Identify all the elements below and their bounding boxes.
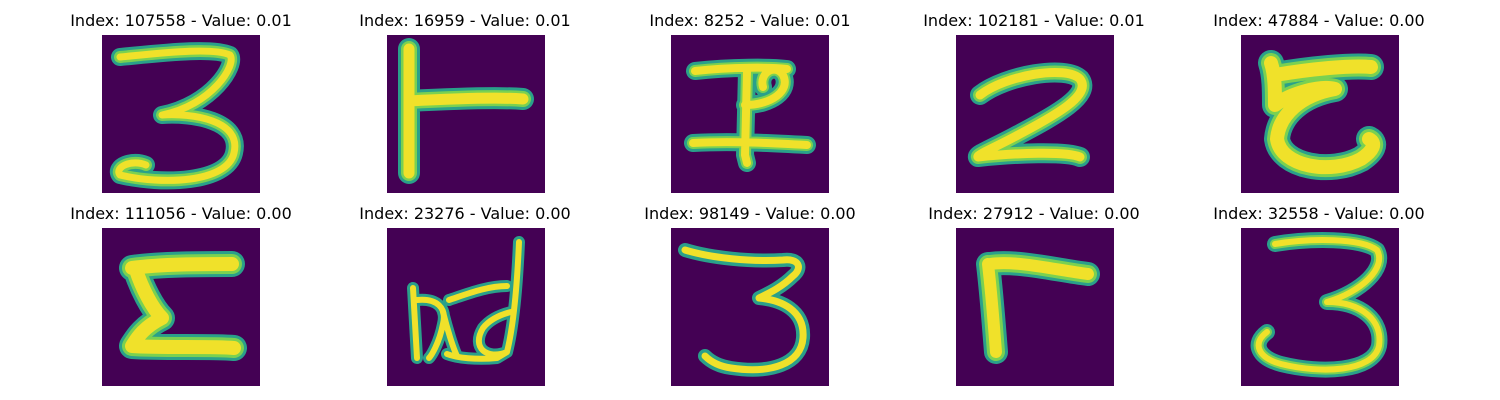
panel-title-5: Index: 47884 - Value: 0.00 — [1169, 11, 1469, 31]
panel-image-5 — [1241, 35, 1399, 193]
panel-image-2 — [387, 35, 545, 193]
panel-image-1 — [102, 35, 260, 193]
panel-image-3 — [671, 35, 829, 193]
panel-title-6: Index: 111056 - Value: 0.00 — [31, 204, 331, 224]
panel-image-4 — [956, 35, 1114, 193]
panel-image-7 — [387, 228, 545, 386]
panel-title-2: Index: 16959 - Value: 0.01 — [315, 11, 615, 31]
panel-title-10: Index: 32558 - Value: 0.00 — [1169, 204, 1469, 224]
panel-image-10 — [1241, 228, 1399, 386]
panel-title-9: Index: 27912 - Value: 0.00 — [884, 204, 1184, 224]
panel-title-8: Index: 98149 - Value: 0.00 — [600, 204, 900, 224]
panel-image-6 — [102, 228, 260, 386]
panel-title-7: Index: 23276 - Value: 0.00 — [315, 204, 615, 224]
panel-title-3: Index: 8252 - Value: 0.01 — [600, 11, 900, 31]
panel-title-1: Index: 107558 - Value: 0.01 — [31, 11, 331, 31]
panel-title-4: Index: 102181 - Value: 0.01 — [884, 11, 1184, 31]
panel-image-8 — [671, 228, 829, 386]
panel-image-9 — [956, 228, 1114, 386]
